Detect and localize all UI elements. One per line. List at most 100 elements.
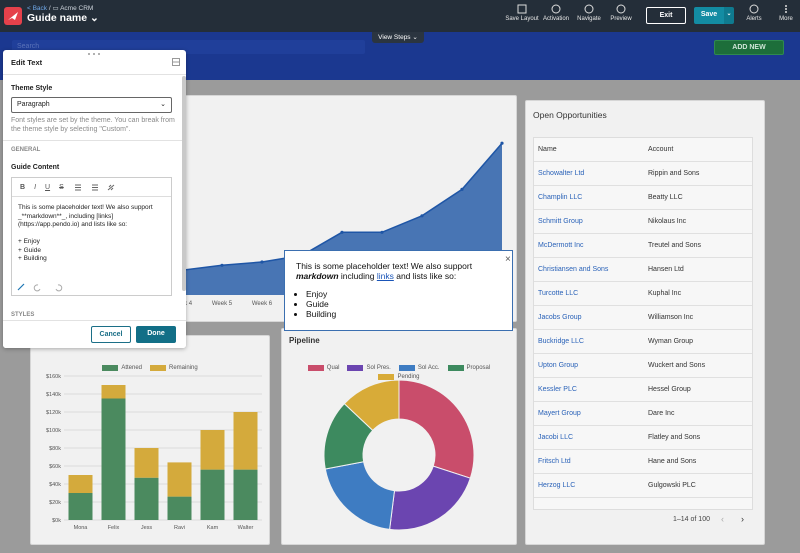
- tool-button[interactable]: Activation: [536, 4, 576, 22]
- opportunity-link[interactable]: Mayert Group: [538, 410, 581, 417]
- format-button[interactable]: B: [20, 183, 26, 191]
- account-name: Hane and Sons: [648, 458, 697, 465]
- back-link[interactable]: < Back: [27, 5, 48, 12]
- account-name: Gulgowski PLC: [648, 482, 696, 489]
- guide-paragraph: This is some placeholder text! We also s…: [296, 261, 473, 271]
- panel-title: Edit Text: [11, 58, 43, 67]
- legend-swatch: [347, 365, 364, 371]
- theme-select[interactable]: Paragraph ⌄: [11, 97, 172, 113]
- scrollbar[interactable]: [182, 76, 186, 291]
- list-number-button[interactable]: [90, 184, 98, 191]
- help-text: Font styles are set by the theme. You ca…: [11, 117, 175, 133]
- content-line: + Guide: [18, 246, 41, 254]
- legend-label: Attened: [121, 365, 142, 371]
- tool-button[interactable]: Preview: [601, 4, 641, 22]
- editor-content: This is some placeholder text! We also s…: [18, 204, 168, 264]
- select-value: Paragraph: [17, 101, 50, 108]
- x-tick-label: Walter: [238, 525, 254, 531]
- opportunity-link[interactable]: Christiansen and Sons: [538, 266, 609, 273]
- table-row: Schowalter Ltd Rippin and Sons: [534, 162, 752, 186]
- table-row: Buckridge LLC Wyman Group: [534, 330, 752, 354]
- table-row: Kessler PLC Hessel Group: [534, 378, 752, 402]
- table-row: Jacobi LLC Flatley and Sons: [534, 426, 752, 450]
- bar-segment: [134, 477, 159, 520]
- field-label: Theme Style: [11, 85, 53, 92]
- format-button[interactable]: S: [59, 183, 64, 191]
- top-bar: < Back / ▭ Acme CRM Guide name ⌄ Save La…: [0, 0, 800, 32]
- next-page[interactable]: ›: [741, 514, 744, 524]
- legend-swatch: [102, 365, 119, 371]
- guide-name[interactable]: Guide name ⌄: [27, 12, 99, 24]
- donut-slice: [324, 461, 396, 530]
- tool-button[interactable]: Save Layout: [502, 4, 542, 22]
- x-tick-label: Felix: [108, 525, 120, 531]
- more-button[interactable]: More: [766, 4, 800, 22]
- add-new-button[interactable]: ADD NEW: [714, 40, 784, 55]
- guide-link[interactable]: links: [376, 271, 394, 281]
- breadcrumb: < Back / ▭ Acme CRM: [27, 5, 94, 12]
- opportunity-link[interactable]: Upton Group: [538, 362, 579, 369]
- opportunity-link[interactable]: Jacobs Group: [538, 314, 582, 321]
- x-tick-label: Jess: [141, 525, 153, 531]
- legend-item: Pending: [378, 374, 420, 380]
- alerts-button[interactable]: Alerts: [734, 4, 774, 22]
- collapse-button[interactable]: [172, 58, 180, 66]
- drag-handle[interactable]: [87, 52, 101, 56]
- bar-segment: [167, 496, 192, 520]
- column-header: Account: [648, 146, 674, 153]
- undo-icon[interactable]: [33, 284, 41, 292]
- field-label: Guide Content: [11, 164, 60, 171]
- donut-chart: [323, 379, 475, 531]
- prev-page[interactable]: ‹: [721, 514, 724, 524]
- opportunity-link[interactable]: Turcotte LLC: [538, 290, 579, 297]
- account-name: Nikolaus Inc: [648, 218, 687, 225]
- logo[interactable]: [4, 7, 22, 25]
- table-row: Jacobs Group Williamson Inc: [534, 306, 752, 330]
- area-point: [340, 230, 344, 234]
- save-button[interactable]: Save: [694, 7, 724, 24]
- clear-format-icon[interactable]: [17, 283, 25, 291]
- redo-icon[interactable]: [55, 284, 63, 292]
- view-steps-label: View Steps: [378, 34, 411, 41]
- save-dropdown[interactable]: ⌄: [724, 7, 734, 24]
- exit-button[interactable]: Exit: [646, 7, 686, 24]
- list-bullet-button[interactable]: [73, 184, 81, 191]
- opportunity-link[interactable]: Schmitt Group: [538, 218, 583, 225]
- opportunity-link[interactable]: Jacobi LLC: [538, 434, 574, 441]
- y-tick-label: $80k: [49, 446, 61, 452]
- bar-segment: [167, 462, 192, 497]
- table-row: Herzog LLC Gulgowski PLC: [534, 474, 752, 498]
- opportunities-table: Name Account Schowalter Ltd Rippin and So…: [533, 137, 753, 510]
- pipeline-legend: Qual Sol Pres. Sol Acc. Proposal Pending: [304, 365, 494, 380]
- view-steps-tab[interactable]: View Steps ⌄: [372, 32, 424, 43]
- table-row: Champlin LLC Beatty LLC: [534, 186, 752, 210]
- opportunity-link[interactable]: McDermott Inc: [538, 242, 584, 249]
- format-button[interactable]: U: [45, 183, 51, 191]
- guide-name-text: Guide name: [27, 12, 88, 24]
- opportunity-link[interactable]: Schowalter Ltd: [538, 170, 585, 177]
- x-tick-label: Week 5: [212, 301, 233, 307]
- tool-button[interactable]: Navigate: [569, 4, 609, 22]
- pagination: 1–14 of 100: [673, 516, 710, 523]
- opportunity-link[interactable]: Buckridge LLC: [538, 338, 584, 345]
- done-button[interactable]: Done: [136, 326, 176, 343]
- donut-slice: [389, 465, 471, 531]
- x-tick-label: Ravi: [174, 525, 185, 531]
- y-tick-label: $160k: [46, 374, 61, 380]
- format-button[interactable]: I: [34, 183, 37, 191]
- content-line: _**markdown**_, including [links]: [18, 212, 114, 220]
- guide-list-item: Guide: [306, 299, 336, 309]
- bar-segment: [134, 448, 159, 478]
- x-tick-label: Kam: [207, 525, 219, 531]
- close-button[interactable]: ×: [505, 254, 511, 265]
- opportunity-link[interactable]: Herzog LLC: [538, 482, 576, 489]
- opportunity-link[interactable]: Champlin LLC: [538, 194, 583, 201]
- account-name: Hansen Ltd: [648, 266, 684, 273]
- tool-label: Navigate: [577, 16, 601, 22]
- cancel-button[interactable]: Cancel: [91, 326, 131, 343]
- opportunity-link[interactable]: Kessler PLC: [538, 386, 577, 393]
- link-button[interactable]: [107, 184, 115, 191]
- opportunity-link[interactable]: Fritsch Ltd: [538, 458, 571, 465]
- donut-slice: [343, 379, 400, 432]
